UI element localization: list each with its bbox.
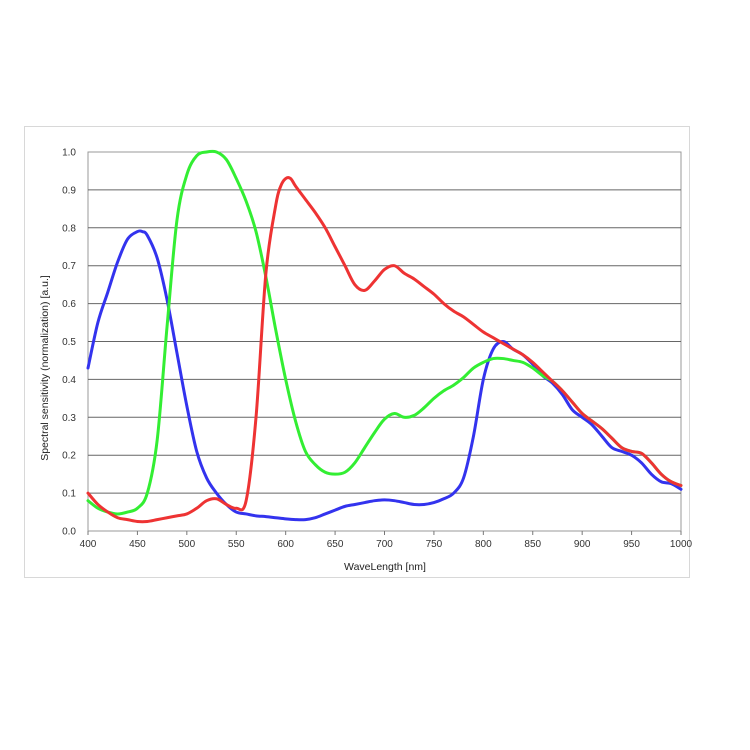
red-series-line — [86, 176, 683, 524]
x-tick-label: 700 — [376, 539, 393, 550]
x-tick-label: 400 — [80, 539, 97, 550]
y-tick-label: 0.5 — [62, 337, 76, 348]
y-tick-label: 1.0 — [62, 148, 76, 159]
y-tick-label: 0.1 — [62, 489, 76, 500]
y-tick-label: 0.9 — [62, 185, 76, 196]
x-tick-label: 500 — [178, 539, 195, 550]
y-tick-label: 0.8 — [62, 223, 76, 234]
y-tick-label: 0.2 — [62, 451, 76, 462]
blue-series-line — [86, 229, 683, 522]
x-tick-label: 850 — [524, 539, 541, 550]
x-tick-label: 750 — [426, 539, 443, 550]
y-axis-label: Spectral sensitivity (normalization) [a.… — [39, 275, 51, 461]
x-tick-label: 1000 — [670, 539, 693, 550]
x-tick-label: 950 — [623, 539, 640, 550]
x-tick-label: 600 — [277, 539, 294, 550]
x-tick-label: 800 — [475, 539, 492, 550]
x-axis-ticks: 400 450 500 550 600 650 700 750 800 850 900 950 1000 — [80, 531, 693, 550]
y-axis-ticks: 0.0 0.1 0.2 0.3 0.4 0.5 0.6 0.7 0.8 0.9 1.0 — [62, 148, 76, 538]
y-tick-label: 0.3 — [62, 413, 76, 424]
x-tick-label: 450 — [129, 539, 146, 550]
x-tick-label: 900 — [574, 539, 591, 550]
y-tick-label: 0.0 — [62, 527, 76, 538]
x-tick-label: 550 — [228, 539, 245, 550]
x-axis-label: WaveLength [nm] — [344, 561, 426, 573]
y-tick-label: 0.6 — [62, 299, 76, 310]
y-tick-label: 0.4 — [62, 375, 76, 386]
x-tick-label: 650 — [327, 539, 344, 550]
series-lines — [86, 149, 683, 524]
y-tick-label: 0.7 — [62, 261, 76, 272]
